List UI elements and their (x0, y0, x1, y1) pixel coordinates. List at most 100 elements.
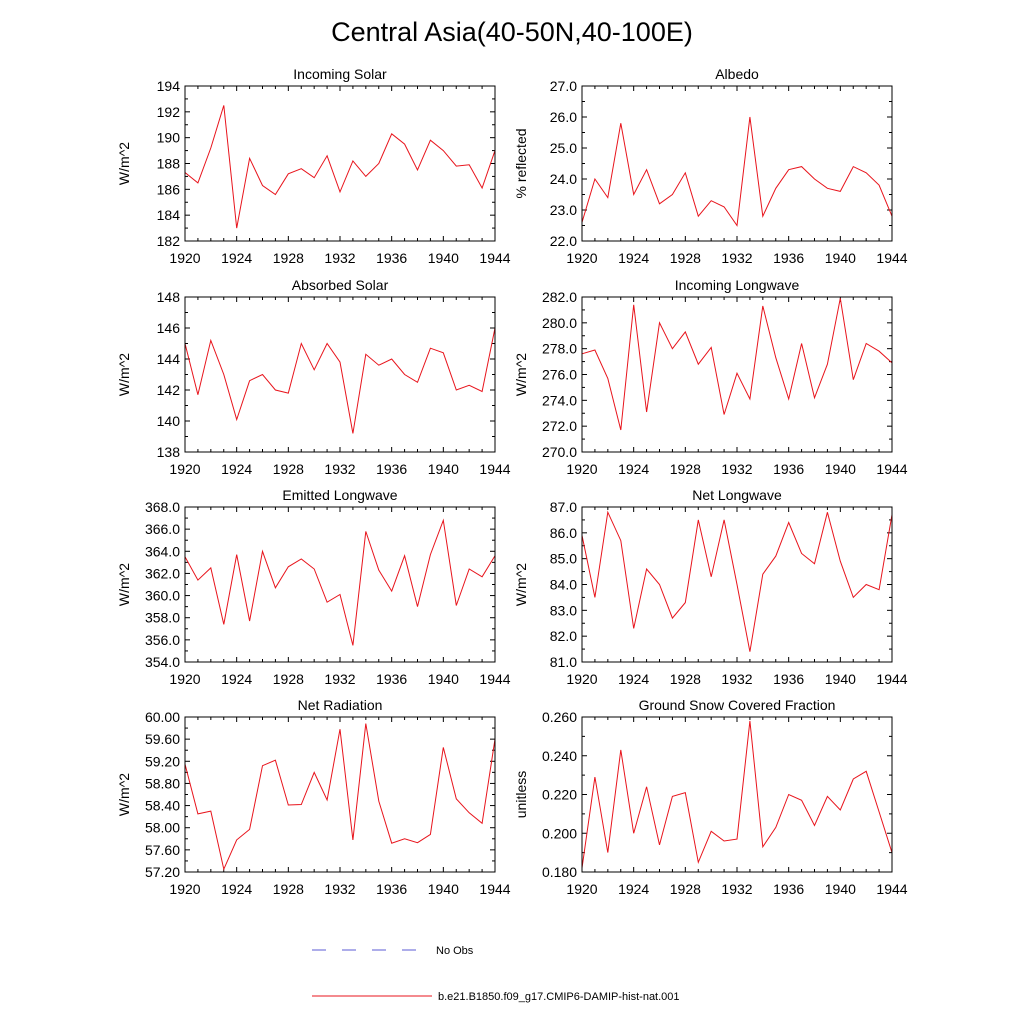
x-tick-label: 1928 (670, 461, 701, 477)
x-tick-label: 1944 (876, 671, 907, 687)
panel-title: Absorbed Solar (292, 277, 389, 293)
panel-5: Net Longwave W/m^2 1920 1924 1928 1932 1936 194… (513, 487, 908, 687)
x-tick-label: 1944 (479, 881, 510, 897)
panel-title: Incoming Solar (293, 66, 387, 82)
series-line (184, 105, 496, 229)
panel-2: Absorbed Solar W/m^2 1920 1924 1928 1932 1936 1… (116, 277, 511, 477)
y-tick-label: 186 (157, 181, 181, 197)
series-line (581, 720, 893, 869)
y-tick-label: 144 (157, 351, 181, 367)
panel-title: Net Radiation (298, 697, 383, 713)
y-tick-label: 190 (157, 130, 181, 146)
y-tick-label: 184 (157, 207, 181, 223)
y-tick-label: 60.00 (145, 709, 180, 725)
x-tick-label: 1924 (618, 250, 649, 266)
y-tick-label: 188 (157, 156, 181, 172)
y-tick-label: 362.0 (145, 565, 180, 581)
y-tick-label: 358.0 (145, 610, 180, 626)
plot-frame (581, 506, 893, 663)
y-tick-label: 0.220 (542, 787, 577, 803)
x-tick-label: 1932 (721, 461, 752, 477)
x-tick-label: 1936 (773, 671, 804, 687)
x-tick-label: 1940 (825, 250, 856, 266)
x-tick-label: 1924 (618, 881, 649, 897)
y-tick-label: 142 (157, 382, 181, 398)
x-tick-label: 1944 (876, 461, 907, 477)
y-tick-label: 83.0 (550, 602, 577, 618)
plot-frame (581, 716, 893, 873)
x-tick-label: 1936 (773, 250, 804, 266)
x-tick-label: 1940 (825, 671, 856, 687)
x-tick-label: 1936 (376, 881, 407, 897)
x-tick-label: 1920 (566, 461, 597, 477)
x-tick-label: 1940 (825, 881, 856, 897)
y-tick-label: 59.60 (145, 731, 180, 747)
y-tick-label: 57.20 (145, 864, 180, 880)
series-line (184, 327, 496, 434)
x-tick-label: 1932 (721, 671, 752, 687)
y-tick-label: 82.0 (550, 628, 577, 644)
x-tick-label: 1944 (479, 250, 510, 266)
x-tick-label: 1928 (273, 671, 304, 687)
y-axis-label: unitless (513, 771, 529, 818)
y-tick-label: 194 (157, 78, 181, 94)
y-tick-label: 368.0 (145, 499, 180, 515)
y-tick-label: 192 (157, 104, 181, 120)
x-tick-label: 1936 (773, 461, 804, 477)
x-tick-label: 1932 (324, 461, 355, 477)
x-tick-label: 1924 (618, 461, 649, 477)
y-axis-label: W/m^2 (116, 353, 132, 396)
x-tick-label: 1924 (221, 461, 252, 477)
panel-title: Ground Snow Covered Fraction (639, 697, 836, 713)
x-tick-label: 1940 (428, 671, 459, 687)
x-tick-label: 1940 (428, 881, 459, 897)
x-tick-label: 1920 (169, 461, 200, 477)
x-tick-label: 1928 (670, 881, 701, 897)
x-tick-label: 1944 (876, 881, 907, 897)
y-tick-label: 274.0 (542, 392, 577, 408)
y-axis-label: W/m^2 (513, 353, 529, 396)
legend: No Obs b.e21.B1850.f09_g17.CMIP6-DAMIP-h… (312, 945, 680, 1003)
y-tick-label: 278.0 (542, 341, 577, 357)
y-tick-label: 140 (157, 413, 181, 429)
y-tick-label: 58.00 (145, 820, 180, 836)
y-tick-label: 27.0 (550, 78, 577, 94)
y-tick-label: 23.0 (550, 202, 577, 218)
panel-1: Albedo % reflected 1920 1924 1928 1932 1936 194… (513, 66, 908, 266)
y-tick-label: 182 (157, 233, 181, 249)
x-tick-label: 1944 (479, 671, 510, 687)
x-tick-label: 1936 (773, 881, 804, 897)
legend-label-no-obs: No Obs (436, 945, 474, 957)
y-tick-label: 85.0 (550, 551, 577, 567)
legend-label-model: b.e21.B1850.f09_g17.CMIP6-DAMIP-hist-nat… (438, 991, 680, 1003)
x-tick-label: 1928 (273, 250, 304, 266)
panel-title: Albedo (715, 66, 759, 82)
plot-frame (581, 85, 893, 242)
plot-frame (581, 296, 893, 453)
y-tick-label: 360.0 (145, 588, 180, 604)
x-tick-label: 1940 (825, 461, 856, 477)
plot-frame (184, 296, 496, 453)
y-tick-label: 22.0 (550, 233, 577, 249)
y-tick-label: 366.0 (145, 521, 180, 537)
series-line (184, 723, 496, 871)
y-tick-label: 59.20 (145, 753, 180, 769)
y-axis-label: W/m^2 (116, 563, 132, 606)
panel-title: Net Longwave (692, 487, 782, 503)
x-tick-label: 1944 (479, 461, 510, 477)
panel-7: Ground Snow Covered Fraction unitless 1920… (513, 697, 908, 897)
x-tick-label: 1936 (376, 461, 407, 477)
y-tick-label: 57.60 (145, 842, 180, 858)
y-tick-label: 0.260 (542, 709, 577, 725)
y-axis-label: W/m^2 (513, 563, 529, 606)
y-tick-label: 86.0 (550, 525, 577, 541)
panel-6: Net Radiation W/m^2 1920 1924 1928 1932 1936 19… (116, 697, 511, 897)
x-tick-label: 1920 (169, 881, 200, 897)
y-tick-label: 0.180 (542, 864, 577, 880)
panel-4: Emitted Longwave W/m^2 1920 1924 1928 1932 193… (116, 487, 511, 687)
plot-frame (184, 85, 496, 242)
panel-0: Incoming Solar W/m^2 1920 1924 1928 1932 1936 1… (116, 66, 511, 266)
x-tick-label: 1944 (876, 250, 907, 266)
y-tick-label: 58.80 (145, 775, 180, 791)
